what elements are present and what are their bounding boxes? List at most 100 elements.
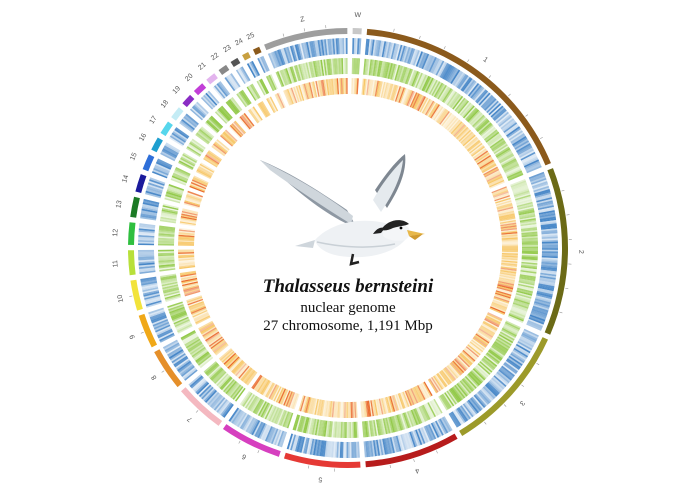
track-cell-3 xyxy=(449,362,462,376)
track-cell-1 xyxy=(445,90,456,105)
track-cell-2 xyxy=(501,255,518,258)
track-cell-3 xyxy=(467,344,481,356)
track-cell-13 xyxy=(141,208,158,214)
track-cell-1 xyxy=(406,68,414,85)
track-cell-8 xyxy=(212,340,226,352)
track-cell-3 xyxy=(458,381,470,395)
track-cell-10 xyxy=(182,282,199,288)
track-cell-5 xyxy=(302,437,309,454)
track-cell-1 xyxy=(404,68,412,85)
track-cell-22 xyxy=(240,90,251,105)
track-cell-Z xyxy=(298,84,305,101)
track-cell-2 xyxy=(489,307,505,316)
track-cell-7 xyxy=(218,348,232,360)
track-cell-15 xyxy=(172,172,189,181)
track-cell-17 xyxy=(205,154,220,165)
track-cell-2 xyxy=(520,227,538,231)
track-cell-2 xyxy=(531,310,547,317)
track-cell-1 xyxy=(416,95,425,111)
track-cell-Z xyxy=(329,58,333,75)
track-cell-Z xyxy=(283,90,291,106)
track-cell-16 xyxy=(195,170,211,180)
track-cell-1 xyxy=(386,62,392,79)
track-cell-16 xyxy=(198,165,214,175)
track-cell-3 xyxy=(503,325,519,335)
track-cell-2 xyxy=(498,210,515,216)
track-cell-1 xyxy=(483,97,496,110)
track-cell-8 xyxy=(183,368,197,380)
track-cell-3 xyxy=(518,339,533,350)
track-cell-2 xyxy=(510,180,527,188)
track-cell-Z xyxy=(324,59,329,76)
track-cell-Z xyxy=(312,60,318,77)
track-cell-2 xyxy=(516,289,533,295)
track-cell-7 xyxy=(232,360,244,374)
track-cell-3 xyxy=(487,351,501,363)
track-cell-14 xyxy=(185,197,201,204)
track-cell-14 xyxy=(187,190,203,198)
track-cell-22 xyxy=(227,75,238,90)
track-cell-Z xyxy=(267,53,276,69)
track-cell-Z xyxy=(332,78,336,95)
track-cell-5 xyxy=(346,421,349,438)
track-cell-7 xyxy=(189,375,203,388)
track-cell-1 xyxy=(420,75,429,91)
track-cell-13 xyxy=(143,198,160,205)
track-cell-2 xyxy=(510,307,527,315)
track-cell-16 xyxy=(200,162,215,172)
track-cell-5 xyxy=(346,401,349,418)
track-cell-17 xyxy=(191,138,206,150)
track-cell-10 xyxy=(140,276,157,281)
track-cell-5 xyxy=(327,400,331,417)
track-cell-15 xyxy=(171,175,188,183)
track-cell-20 xyxy=(217,108,230,122)
track-cell-1 xyxy=(401,46,408,62)
track-cell-1 xyxy=(389,42,395,59)
track-cell-11 xyxy=(138,262,155,266)
track-cell-7 xyxy=(237,364,249,378)
track-cell-2 xyxy=(521,260,538,264)
track-cell-9 xyxy=(189,303,205,311)
track-cell-1 xyxy=(473,115,486,129)
track-cell-1 xyxy=(488,177,504,186)
track-cell-13 xyxy=(181,214,197,220)
track-cell-3 xyxy=(475,392,488,406)
scale-tick xyxy=(536,362,540,366)
track-cell-14 xyxy=(145,190,162,197)
track-cell-10 xyxy=(163,288,180,294)
track-cell-7 xyxy=(210,368,224,381)
track-cell-24 xyxy=(259,79,268,95)
track-cell-4 xyxy=(388,437,394,454)
track-cell-22 xyxy=(238,91,250,106)
track-cell-5 xyxy=(354,441,357,458)
track-cell-1 xyxy=(488,136,503,148)
track-cell-21 xyxy=(241,114,253,128)
track-cell-1 xyxy=(486,172,502,181)
track-cell-1 xyxy=(435,83,445,99)
track-cell-Z xyxy=(346,78,348,95)
track-cell-1 xyxy=(361,78,365,95)
chromosome-band-23 xyxy=(230,57,241,68)
track-cell-3 xyxy=(485,316,501,325)
track-cell-2 xyxy=(510,178,526,187)
track-cell-2 xyxy=(521,261,538,265)
track-cell-2 xyxy=(530,312,546,321)
track-cell-W xyxy=(356,78,359,95)
track-cell-2 xyxy=(500,225,517,229)
track-cell-13 xyxy=(180,219,197,224)
track-cell-1 xyxy=(443,89,454,104)
track-cell-2 xyxy=(540,268,557,272)
track-cell-10 xyxy=(143,292,160,299)
track-cell-1 xyxy=(410,70,418,87)
track-cell-4 xyxy=(386,437,392,454)
track-cell-11 xyxy=(158,252,175,255)
chromosome-band-22 xyxy=(218,64,230,75)
track-cell-17 xyxy=(204,155,219,166)
track-cell-5 xyxy=(310,398,316,415)
scale-tick xyxy=(525,114,529,117)
track-cell-21 xyxy=(216,83,228,97)
scale-tick xyxy=(393,28,395,32)
track-cell-16 xyxy=(196,169,212,179)
track-cell-10 xyxy=(180,274,197,279)
track-cell-6 xyxy=(255,399,265,415)
